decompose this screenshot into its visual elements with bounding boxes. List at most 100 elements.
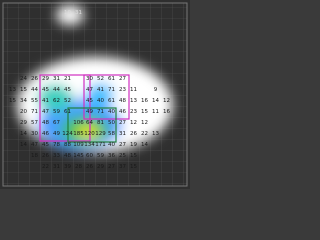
heatmap-view: 10 31 24 26 29 31 21 30 52 61 27 13 15 44 45 44 45 47 41 71…: [0, 0, 190, 189]
cell-label: 29: [20, 120, 27, 126]
cell-label: 88: [64, 142, 71, 148]
cell-label: 27: [119, 76, 126, 82]
cell-label: 48: [42, 120, 49, 126]
cell-label: 28: [75, 164, 82, 170]
cell-label: 78: [53, 142, 60, 148]
cell-label: 47: [86, 87, 93, 93]
cell-label: 61: [108, 98, 115, 104]
region-outline: [67, 107, 117, 143]
cell-label: 23: [119, 87, 126, 93]
cell-label: 19: [130, 142, 137, 148]
cell-label: 18: [31, 153, 38, 159]
cell-label: 12: [141, 120, 148, 126]
cell-label: 71: [108, 87, 115, 93]
cell-label: 47: [31, 142, 38, 148]
cell-label: 15: [20, 87, 27, 93]
cell-label: 29: [42, 76, 49, 82]
cell-label: 15: [130, 164, 137, 170]
cell-label: 44: [31, 87, 38, 93]
cell-label: 23: [130, 109, 137, 115]
cell-label: 31: [119, 131, 126, 137]
cell-label: 13: [152, 131, 159, 137]
cell-label: 40: [97, 98, 104, 104]
cell-label: 50: [108, 120, 115, 126]
cell-label: 39: [64, 164, 71, 170]
cell-label: 46: [119, 109, 126, 115]
cell-label: 27: [119, 120, 126, 126]
cell-label: 67: [53, 120, 60, 126]
cell-label: 36: [108, 153, 115, 159]
cell-label: 11: [152, 109, 159, 115]
cell-label: 26: [31, 76, 38, 82]
cell-label: 33: [53, 153, 60, 159]
cell-label: 30: [31, 131, 38, 137]
cell-label: 59: [53, 109, 60, 115]
cell-label: 40: [108, 109, 115, 115]
cell-label: 58: [108, 131, 115, 137]
cell-label: 16: [141, 98, 148, 104]
cell-label: 13: [130, 98, 137, 104]
cell-label: 61: [64, 109, 71, 115]
cell-label: 45: [86, 98, 93, 104]
cell-label: 15: [130, 153, 137, 159]
cell-label: 40: [108, 142, 115, 148]
cell-label: 145: [73, 153, 84, 159]
cell-label: 60: [86, 153, 93, 159]
cell-label: 49: [86, 109, 93, 115]
cell-label: 15: [9, 98, 16, 104]
cell-label: 27: [108, 164, 115, 170]
cell-label: 37: [119, 164, 126, 170]
cell-label: 22: [141, 131, 148, 137]
cell-label: 64: [86, 120, 93, 126]
cell-label: 61: [108, 76, 115, 82]
cell-label: 48: [64, 153, 71, 159]
cell-label: 9: [154, 87, 158, 93]
cell-label: 45: [42, 87, 49, 93]
cell-label: 81: [97, 120, 104, 126]
cell-label: 59: [97, 153, 104, 159]
cell-label: 34: [20, 98, 27, 104]
cell-label: 15: [141, 109, 148, 115]
heat-blob: [17, 5, 173, 153]
cell-label: 171: [95, 142, 106, 148]
cell-label: 14: [20, 142, 27, 148]
cell-label: 13: [9, 87, 16, 93]
cell-label: 57: [31, 120, 38, 126]
cell-label: 29: [97, 164, 104, 170]
cell-label: 41: [97, 87, 104, 93]
cell-label: 31: [75, 10, 82, 16]
cell-label: 14: [152, 98, 159, 104]
cell-label: 71: [31, 109, 38, 115]
cell-label: 24: [20, 76, 27, 82]
cell-label: 120: [84, 131, 95, 137]
cell-label: 45: [64, 87, 71, 93]
cell-label: 30: [86, 76, 93, 82]
cell-label: 55: [31, 98, 38, 104]
cell-label: 52: [97, 76, 104, 82]
cell-label: 26: [130, 131, 137, 137]
cell-label: 10: [64, 10, 71, 16]
region-outline: [83, 74, 130, 120]
cell-label: 12: [163, 98, 170, 104]
cell-label: 41: [42, 98, 49, 104]
cell-label: 22: [42, 164, 49, 170]
cell-label: 106: [73, 120, 84, 126]
cell-label: 129: [95, 131, 106, 137]
cell-label: 25: [119, 153, 126, 159]
cell-label: 124: [62, 131, 73, 137]
cell-label: 62: [53, 98, 60, 104]
cell-label: 48: [119, 98, 126, 104]
cell-labels: 10 31 24 26 29 31 21 30 52 61 27 13 15 44 45 44 45 47 41 71…: [9, 10, 170, 170]
cell-label: 21: [64, 76, 71, 82]
cell-label: 27: [119, 142, 126, 148]
cell-label: 46: [42, 131, 49, 137]
cell-label: 20: [20, 109, 27, 115]
cell-label: 44: [53, 87, 60, 93]
cell-label: 71: [97, 109, 104, 115]
cell-label: 11: [130, 87, 137, 93]
cell-label: 31: [53, 164, 60, 170]
cell-label: 14: [20, 131, 27, 137]
cell-label: 47: [42, 109, 49, 115]
cell-label: 185: [73, 131, 84, 137]
cell-label: 26: [42, 153, 49, 159]
